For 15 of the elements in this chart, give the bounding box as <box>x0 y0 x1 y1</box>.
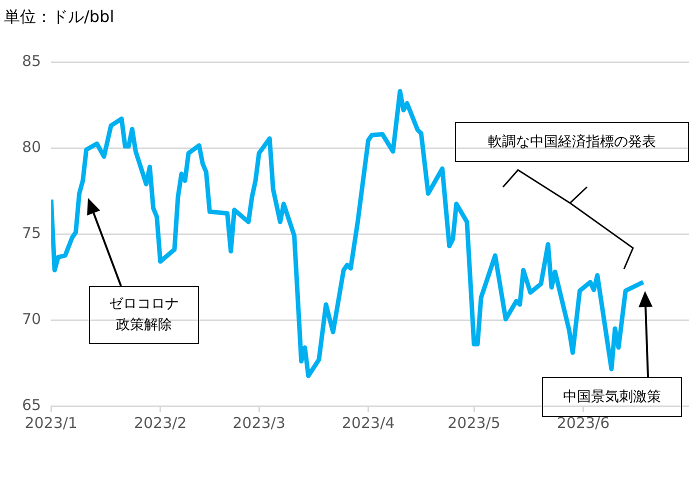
x-tick-label: 2023/4 <box>342 414 395 432</box>
text: 単位：ドル/bbl <box>4 6 114 27</box>
y-tick-label: 70 <box>22 310 42 328</box>
y-tick-label: 85 <box>22 52 42 70</box>
y-tick-label: 65 <box>22 396 42 414</box>
annotation: ゼロコロナ政策解除 <box>108 295 180 335</box>
annotation: 中国景気刺激策 <box>563 388 661 406</box>
x-tick-label: 2023/3 <box>232 414 286 432</box>
y-tick-label: 80 <box>22 138 42 156</box>
x-tick-label: 2023/5 <box>448 414 500 432</box>
x-tick-label: 2023/2 <box>134 414 187 432</box>
x-tick-label: 2023/1 <box>24 414 78 432</box>
y-tick-label: 75 <box>22 224 42 242</box>
x-tick-label: 2023/6 <box>556 414 610 432</box>
annotation: 軟調な中国経済指標の発表 <box>488 132 656 152</box>
